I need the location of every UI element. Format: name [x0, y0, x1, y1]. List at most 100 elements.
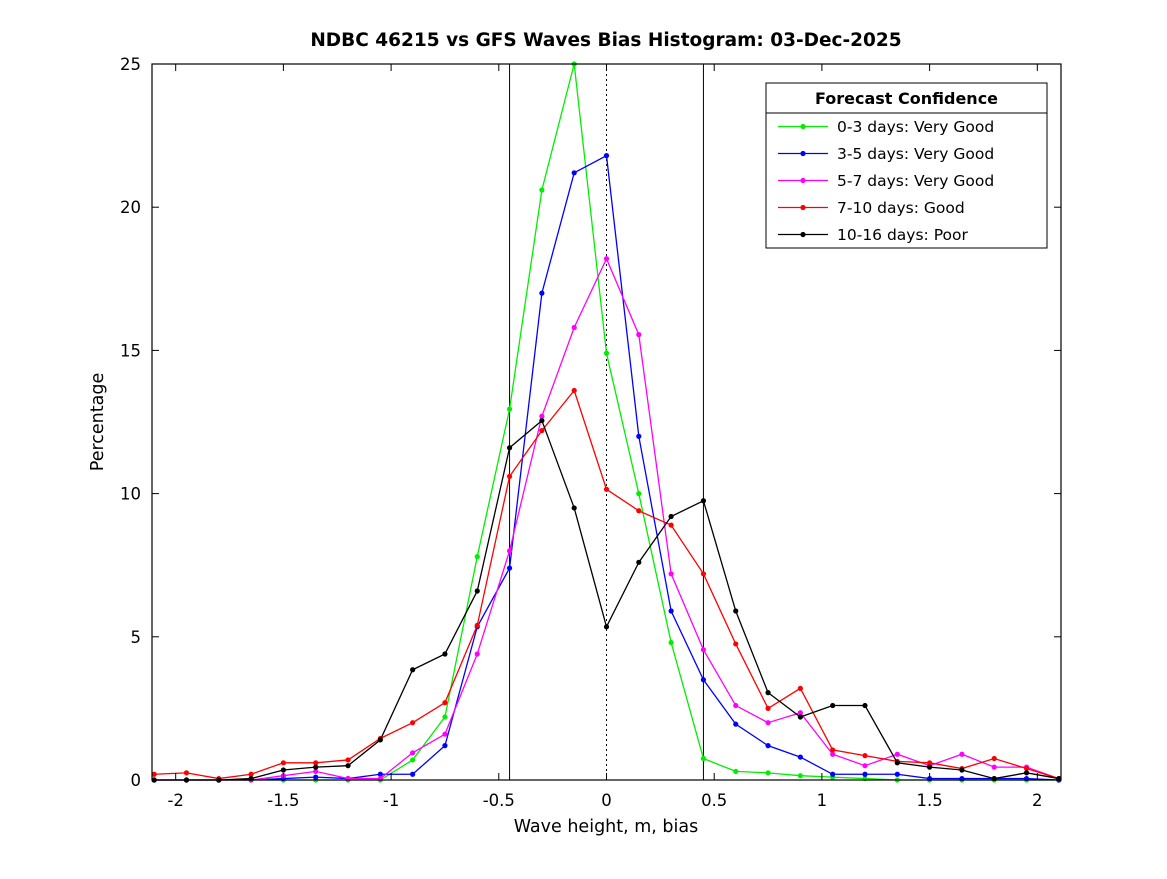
data-point [797, 773, 803, 779]
data-point [539, 413, 545, 419]
data-point [894, 771, 900, 777]
data-point [700, 677, 707, 683]
data-point [636, 433, 642, 439]
data-point [410, 757, 416, 763]
data-point [862, 771, 868, 777]
data-point [830, 771, 836, 777]
data-point [506, 473, 513, 480]
data-point [442, 743, 448, 749]
data-point [733, 641, 739, 647]
data-point [733, 608, 739, 614]
data-point [733, 702, 739, 709]
data-point [765, 690, 771, 696]
data-point [862, 753, 868, 759]
data-point [668, 608, 674, 614]
data-point [668, 522, 674, 528]
data-point [603, 486, 610, 492]
x-tick-label: -2 [167, 791, 183, 810]
data-point [959, 767, 965, 773]
data-point [668, 513, 674, 520]
data-point [603, 624, 610, 630]
data-point [765, 720, 771, 726]
data-point [506, 406, 513, 412]
data-point [442, 651, 448, 657]
data-point [183, 770, 190, 776]
data-point [927, 764, 933, 770]
x-axis-label: Wave height, m, bias [514, 817, 699, 837]
series-markers-4 [151, 417, 1062, 783]
data-point [571, 387, 577, 394]
x-tick-label: 0 [601, 791, 612, 810]
data-point [474, 588, 480, 594]
data-point [797, 710, 803, 716]
data-point [797, 714, 803, 720]
chart-title: NDBC 46215 vs GFS Waves Bias Histogram: … [310, 30, 901, 51]
legend-marker [800, 123, 806, 130]
data-point [603, 350, 610, 356]
data-point [248, 771, 254, 777]
data-point [765, 770, 771, 776]
data-point [894, 760, 900, 766]
data-point [442, 731, 448, 737]
data-point [506, 565, 513, 571]
y-tick-label: 20 [120, 198, 141, 217]
data-point [862, 702, 868, 709]
plot-area: -2 -1.5 -1 -0.5 0 0.5 1 1.5 20510152025Forecast … [120, 55, 1062, 810]
data-point [345, 763, 351, 769]
data-point [636, 332, 642, 338]
data-point [474, 622, 480, 628]
data-point [539, 427, 545, 434]
data-point [927, 760, 933, 766]
x-tick-label: 0.5 [701, 791, 727, 810]
x-tick-label: 1.5 [916, 791, 942, 810]
data-point [410, 667, 416, 673]
legend-entry-label: 10-16 days: Poor [837, 226, 968, 244]
x-tick-label: 2 [1032, 791, 1043, 810]
data-point [668, 571, 674, 577]
legend-marker [800, 204, 806, 211]
data-point [410, 720, 416, 726]
data-point [313, 760, 319, 766]
data-point [700, 755, 707, 762]
y-tick-label: 25 [120, 55, 141, 74]
legend-box [765, 82, 1048, 249]
data-point [377, 737, 383, 743]
y-tick-label: 15 [120, 341, 141, 360]
data-point [765, 743, 771, 749]
data-point [539, 187, 545, 193]
data-point [830, 751, 836, 757]
x-tick-label: -0.5 [483, 791, 515, 810]
legend-entry-label: 0-3 days: Very Good [837, 118, 994, 136]
legend-title: Forecast Confidence [815, 89, 998, 108]
data-point [442, 714, 448, 720]
legend-entry-label: 5-7 days: Very Good [837, 172, 994, 190]
data-point [506, 548, 513, 554]
data-point [506, 445, 513, 451]
legend-entry-label: 7-10 days: Good [837, 199, 965, 217]
legend-marker [800, 231, 806, 238]
data-point [733, 768, 739, 775]
y-tick-label: 5 [131, 628, 142, 647]
data-point [894, 751, 900, 757]
data-point [571, 170, 577, 176]
data-point [636, 508, 642, 514]
data-point [280, 760, 286, 766]
legend-marker [800, 150, 806, 157]
data-point [313, 768, 319, 775]
data-point [991, 755, 997, 762]
data-point [410, 771, 416, 777]
data-point [636, 491, 642, 497]
x-tick-label: 1 [817, 791, 828, 810]
data-point [668, 639, 674, 646]
data-point [700, 571, 707, 577]
data-point [862, 763, 868, 769]
data-point [991, 764, 997, 770]
legend-marker [800, 177, 806, 184]
data-point [1023, 770, 1030, 776]
y-tick-label: 10 [120, 485, 141, 504]
data-point [797, 685, 803, 691]
data-point [474, 554, 480, 560]
data-point [765, 705, 771, 712]
